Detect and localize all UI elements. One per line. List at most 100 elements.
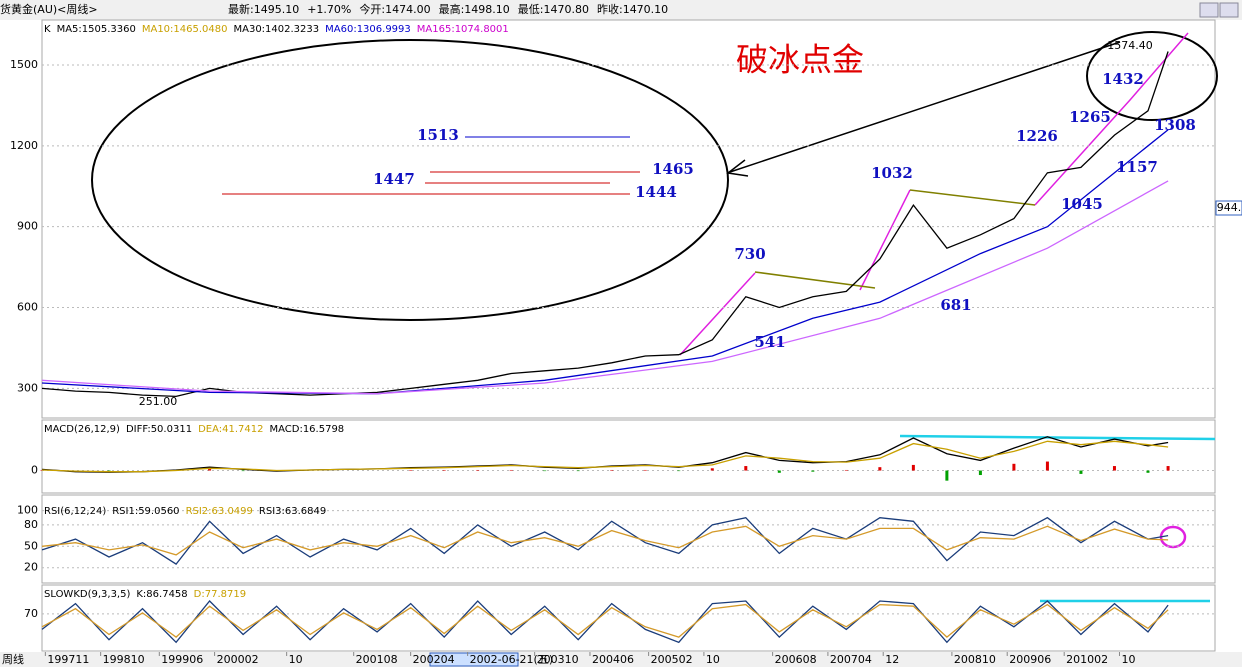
price-tag <box>1215 200 1242 216</box>
legend-entry: DEA:41.7412 <box>198 424 263 435</box>
highlight-line <box>899 434 1216 441</box>
callout-ellipse <box>91 39 729 321</box>
annotation: 1465 <box>652 160 694 178</box>
macd-bar <box>677 470 681 472</box>
cursor-date-box <box>429 652 519 667</box>
legend-entry: MACD:16.5798 <box>269 424 344 435</box>
macd-bar <box>1112 466 1116 471</box>
series-line <box>41 440 1169 473</box>
legend-entry: RSI2:63.0499 <box>186 506 253 517</box>
series-line <box>41 180 1169 395</box>
x-tick-label: 199711 <box>47 653 89 666</box>
annotation: 1157 <box>1116 158 1158 176</box>
macd-bar <box>208 468 212 471</box>
y-tick-label: 1500 <box>10 58 38 71</box>
x-tick-label: 2002-06-21(五) <box>470 653 554 666</box>
callout-arrow <box>729 41 1121 173</box>
annotation: 944. <box>1217 201 1242 214</box>
macd-bar <box>844 469 848 471</box>
macd-panel <box>41 419 1216 494</box>
series-line <box>41 129 1169 395</box>
x-tick-label: 200406 <box>592 653 634 666</box>
macd-bar <box>878 467 882 471</box>
annotation: 1447 <box>373 170 415 188</box>
annotation: 1432 <box>1102 70 1144 88</box>
macd-bar <box>442 469 446 471</box>
macd-bar <box>777 470 781 473</box>
x-axis-bar <box>0 652 1242 667</box>
legend-entry: MA10:1465.0480 <box>142 24 228 35</box>
nav-button[interactable] <box>1199 2 1219 18</box>
annotation: 1045 <box>1061 195 1103 213</box>
y-tick-label: 900 <box>17 220 38 233</box>
y-tick-label: 70 <box>24 607 38 620</box>
x-tick-label: 201002 <box>1066 653 1108 666</box>
quote-field: 今开:1474.00 <box>359 2 430 16</box>
legend-entry: RSI(6,12,24) <box>44 506 106 517</box>
macd-bar <box>1146 470 1150 473</box>
legend-entry: SLOWKD(9,3,3,5) <box>44 589 130 600</box>
x-tick-label: 200002 <box>217 653 259 666</box>
quote-field: 昨收:1470.10 <box>597 2 668 16</box>
legend-entry: MA165:1074.8001 <box>417 24 509 35</box>
y-tick-label: 0 <box>31 464 38 477</box>
macd-bar <box>107 470 111 472</box>
macd-bar <box>241 470 245 472</box>
main-panel <box>41 19 1216 419</box>
annotation: 1513 <box>417 126 459 144</box>
annotation: 681 <box>940 296 971 314</box>
y-tick-label: 50 <box>24 539 38 552</box>
top-bar <box>0 0 1242 20</box>
trend-arrow <box>679 272 756 356</box>
quote-field: 最高:1498.10 <box>439 2 510 16</box>
macd-bar <box>978 470 982 476</box>
annotation: 1265 <box>1069 108 1111 126</box>
y-tick-label: 600 <box>17 301 38 314</box>
trend-line <box>909 189 1036 206</box>
macd-bar <box>476 469 480 471</box>
x-tick-label: 200204 <box>413 653 455 666</box>
annotation: 1226 <box>1016 127 1058 145</box>
x-tick-label: 12 <box>885 653 899 666</box>
macd-bar <box>610 469 614 471</box>
legend-entry: MA30:1402.3233 <box>233 24 319 35</box>
macd-bar <box>710 468 714 471</box>
x-tick-label: 199906 <box>161 653 203 666</box>
legend-entry: DIFF:50.0311 <box>126 424 192 435</box>
annotation: 1032 <box>871 164 913 182</box>
x-tick-label: 10 <box>289 653 303 666</box>
x-tick-label: 200608 <box>775 653 817 666</box>
macd-bar <box>543 470 547 472</box>
x-tick-label: 200704 <box>830 653 872 666</box>
macd-bar <box>643 469 647 471</box>
kd-panel <box>41 584 1216 652</box>
highlight-circle <box>1159 525 1187 549</box>
annotation: 1444 <box>635 183 677 201</box>
macd-bar <box>811 470 815 472</box>
macd-bar <box>576 470 580 472</box>
macd-bar <box>1166 466 1170 471</box>
x-tick-label: 200108 <box>356 653 398 666</box>
macd-bar <box>1045 461 1049 471</box>
arrow-head <box>726 159 749 177</box>
legend-entry: D:77.8719 <box>194 589 246 600</box>
legend-entry: K:86.7458 <box>136 589 187 600</box>
legend-entry: MA5:1505.3360 <box>57 24 136 35</box>
x-tick-label: 200810 <box>954 653 996 666</box>
trend-line <box>754 271 876 289</box>
quote-field: 最新:1495.10 <box>228 2 299 16</box>
callout-ellipse <box>1086 31 1218 121</box>
annotation: 1308 <box>1154 116 1196 134</box>
macd-bar <box>744 466 748 471</box>
instrument-name: 货黄金(AU)<周线> <box>0 2 98 16</box>
series-line <box>41 600 1169 644</box>
series-line <box>41 516 1169 565</box>
chart-title: 破冰点金 <box>736 41 864 79</box>
annotation: 730 <box>734 245 765 263</box>
macd-bar <box>945 470 949 481</box>
legend-entry: RSI3:63.6849 <box>259 506 326 517</box>
y-tick-label: 100 <box>17 504 38 517</box>
nav-button[interactable] <box>1219 2 1239 18</box>
annotation: 251.00 <box>139 395 178 408</box>
